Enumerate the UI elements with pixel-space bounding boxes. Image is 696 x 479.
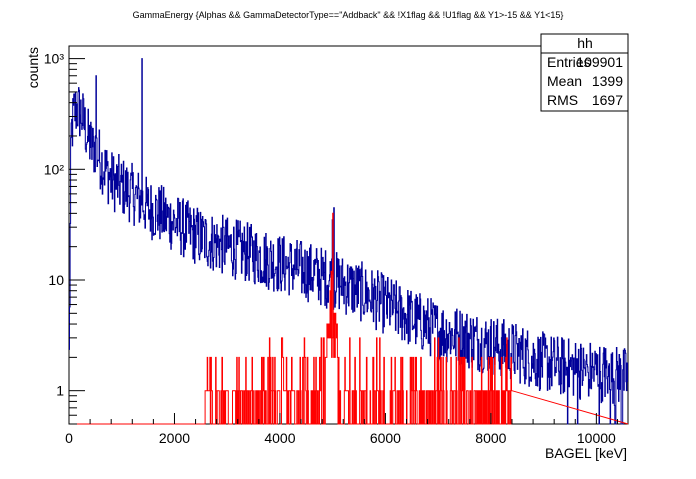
series-blue-line	[69, 58, 628, 425]
series-red-line	[69, 212, 629, 425]
stats-mean-label: Mean	[547, 73, 582, 89]
y-tick-label: 10²	[44, 161, 65, 177]
series-layer	[69, 58, 629, 425]
stats-box-name: hh	[577, 35, 593, 51]
stats-rms-value: 1697	[592, 92, 623, 108]
axis-layer: 0 2000 4000 6000 8000 10000 1 10 10² 10³	[44, 51, 618, 446]
stats-mean-value: 1399	[592, 73, 623, 89]
stats-box-frame	[540, 33, 629, 112]
x-axis-label: BAGEL [keV]	[545, 445, 627, 461]
stats-box: hh Entries 109901 Mean 1399 RMS 1697	[540, 33, 629, 112]
y-axis-label: counts	[25, 47, 41, 88]
chart-title: GammaEnergy {Alphas && GammaDetectorType…	[133, 10, 564, 20]
x-tick-label: 0	[65, 430, 73, 446]
stats-rms-label: RMS	[547, 92, 578, 108]
x-tick-label: 8000	[475, 430, 506, 446]
x-tick-label: 6000	[370, 430, 401, 446]
x-tick-label: 2000	[159, 430, 190, 446]
stats-entries-label: Entries	[547, 54, 591, 70]
x-tick-label: 4000	[264, 430, 295, 446]
stats-entries-value: 109901	[576, 54, 623, 70]
y-tick-label: 10	[48, 272, 64, 288]
x-tick-label: 10000	[577, 430, 616, 446]
y-tick-label: 10³	[44, 51, 65, 67]
y-tick-label: 1	[56, 383, 64, 399]
